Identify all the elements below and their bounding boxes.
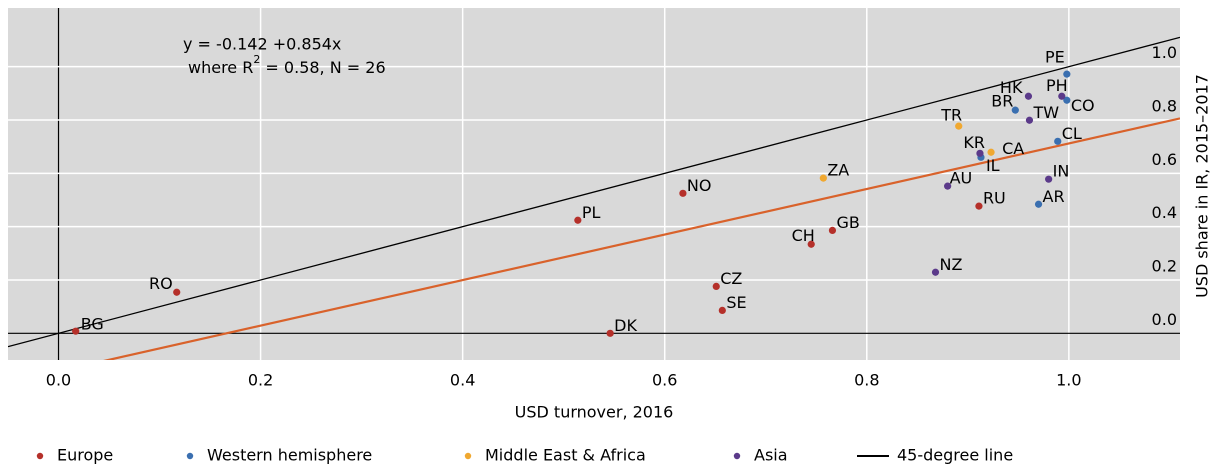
fit-line: [103, 117, 1180, 360]
point: [1024, 92, 1033, 100]
point: [828, 226, 837, 234]
point-label: CZ: [720, 269, 742, 288]
legend-marker: [186, 452, 194, 460]
point: [1054, 137, 1062, 145]
point: [1011, 106, 1019, 114]
annotation: where R2 = 0.58, N = 26: [188, 53, 386, 77]
y-axis-label: USD share in IR, 2015–2017: [1193, 74, 1212, 298]
point: [718, 306, 726, 314]
point-label: CH: [792, 226, 815, 245]
annotation: y = -0.142 +0.854x: [183, 35, 341, 54]
point-label: RU: [983, 189, 1006, 208]
point-label: RO: [149, 274, 173, 293]
y-tick-label: 0.2: [1152, 257, 1177, 276]
point-label: BG: [81, 315, 104, 334]
y-tick-label: 1.0: [1152, 43, 1177, 62]
point-label: HK: [1000, 78, 1023, 97]
x-tick-label: 0.6: [652, 371, 677, 390]
legend-label: Western hemisphere: [207, 446, 372, 465]
x-axis-label: USD turnover, 2016: [515, 403, 674, 422]
point: [807, 240, 815, 248]
point-label: TW: [1032, 103, 1059, 122]
point-label: BR: [991, 92, 1013, 111]
legend-label: Europe: [57, 446, 113, 465]
point-label: AU: [950, 169, 973, 188]
y-tick-label: 0.4: [1152, 203, 1177, 222]
point: [987, 148, 995, 156]
plot-area: [8, 8, 1180, 360]
point-label: DK: [614, 316, 637, 335]
legend-marker: [733, 452, 741, 460]
point-label: CA: [1002, 139, 1024, 158]
x-tick-label: 0.0: [46, 371, 71, 390]
legend-label: Asia: [754, 446, 788, 465]
legend-marker: [464, 452, 472, 460]
point: [679, 189, 687, 197]
point: [1063, 70, 1071, 78]
point: [173, 288, 181, 296]
point: [944, 182, 952, 190]
point-label: PH: [1046, 76, 1068, 95]
point-label: IL: [986, 156, 1000, 175]
x-tick-label: 0.2: [248, 371, 273, 390]
annotation-text: = 0.58, N = 26: [260, 58, 385, 77]
point: [606, 329, 614, 337]
annotation-text: where R: [188, 58, 253, 77]
y-tick-label: 0.8: [1152, 97, 1177, 116]
point-label: IN: [1053, 162, 1070, 181]
x-tick-label: 1.0: [1056, 371, 1081, 390]
point: [1025, 116, 1034, 124]
point-label: CL: [1062, 124, 1082, 143]
reference-line: [8, 36, 1180, 348]
point-label: ZA: [827, 161, 849, 180]
point: [931, 268, 940, 276]
point-label: CO: [1071, 96, 1095, 115]
point: [574, 216, 582, 224]
annotation-sup: 2: [253, 53, 260, 66]
y-tick-label: 0.0: [1152, 310, 1177, 329]
point-label: PL: [582, 203, 601, 222]
point: [712, 282, 720, 290]
point-label: NO: [687, 176, 712, 195]
x-tick-label: 0.8: [854, 371, 879, 390]
point-label: GB: [836, 213, 859, 232]
point: [72, 327, 80, 335]
point: [819, 174, 827, 182]
point: [975, 202, 983, 210]
y-tick-label: 0.6: [1152, 150, 1177, 169]
point-label: PE: [1045, 48, 1065, 67]
point: [1058, 92, 1066, 100]
point-label: KR: [963, 133, 985, 152]
point-label: SE: [726, 293, 746, 312]
legend-label: Middle East & Africa: [485, 446, 646, 465]
point: [955, 122, 963, 130]
point-label: NZ: [939, 255, 962, 274]
x-tick-label: 0.4: [450, 371, 475, 390]
legend-label: 45-degree line: [897, 446, 1013, 465]
point: [1034, 200, 1043, 208]
legend-marker: [36, 452, 44, 460]
point: [1063, 96, 1071, 104]
point: [1045, 175, 1053, 183]
point-label: TR: [940, 106, 962, 125]
point: [976, 149, 984, 157]
point-label: AR: [1043, 187, 1065, 206]
